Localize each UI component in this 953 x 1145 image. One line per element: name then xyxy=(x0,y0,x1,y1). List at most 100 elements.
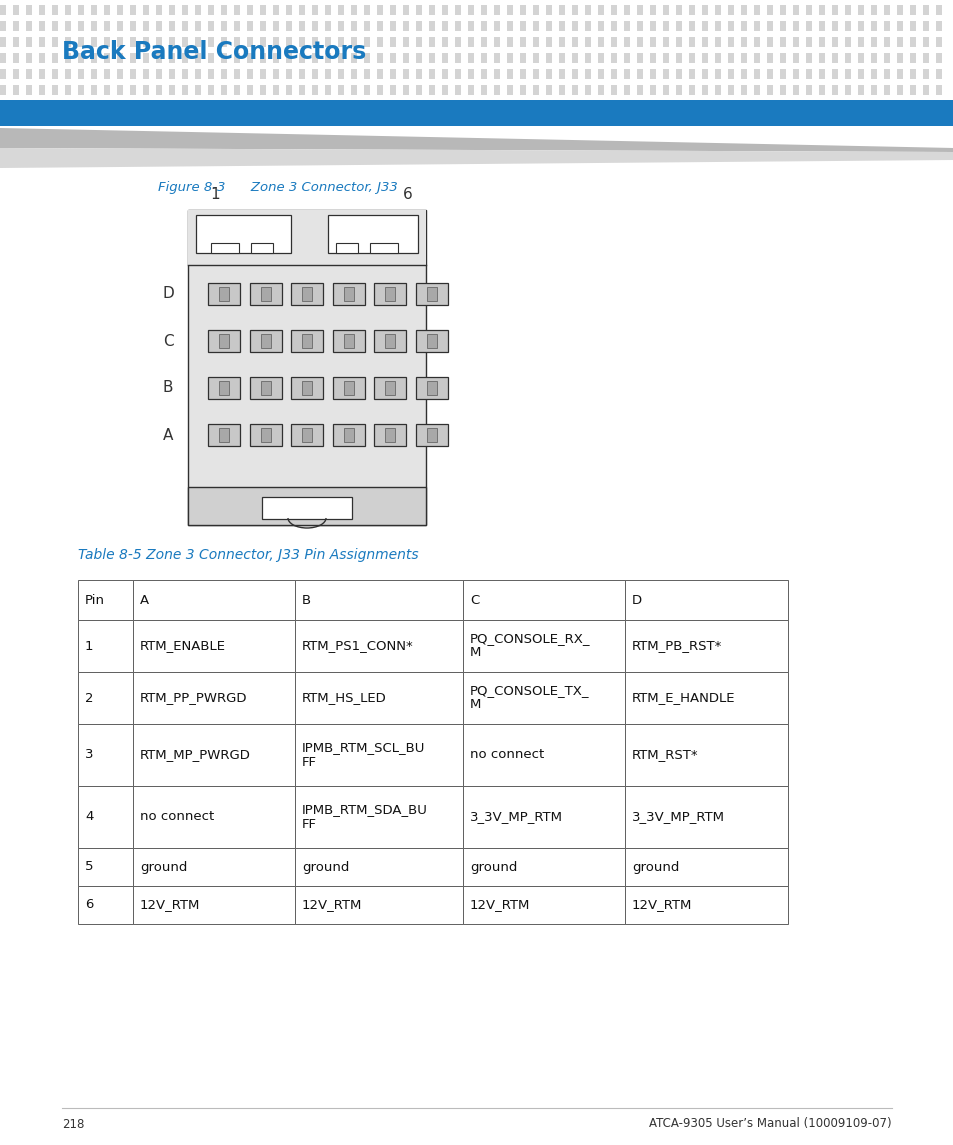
Bar xyxy=(572,21,578,31)
Bar xyxy=(337,21,344,31)
Bar xyxy=(598,5,603,15)
Bar xyxy=(753,69,760,79)
Bar xyxy=(923,37,928,47)
Bar xyxy=(143,85,149,95)
Bar xyxy=(273,69,278,79)
Bar xyxy=(188,210,426,264)
Bar xyxy=(519,21,525,31)
Bar xyxy=(132,848,294,886)
Bar xyxy=(533,5,538,15)
Bar xyxy=(805,85,811,95)
Bar xyxy=(13,53,19,63)
Bar xyxy=(298,5,305,15)
Bar xyxy=(883,21,889,31)
Bar xyxy=(572,85,578,95)
Bar xyxy=(250,377,281,398)
Bar xyxy=(753,37,760,47)
Bar xyxy=(727,5,733,15)
Bar xyxy=(78,785,132,848)
Bar xyxy=(780,85,785,95)
Bar xyxy=(325,21,331,31)
Bar xyxy=(337,5,344,15)
Bar xyxy=(480,5,486,15)
Bar xyxy=(208,85,213,95)
Bar xyxy=(688,69,695,79)
Bar xyxy=(26,69,32,79)
Bar xyxy=(545,21,552,31)
Bar xyxy=(402,85,409,95)
Bar xyxy=(208,330,240,352)
Bar xyxy=(870,21,876,31)
Text: B: B xyxy=(302,593,311,607)
Bar xyxy=(923,69,928,79)
Bar xyxy=(364,21,370,31)
Bar xyxy=(805,21,811,31)
Text: ATCA-9305 User’s Manual (10009109-07): ATCA-9305 User’s Manual (10009109-07) xyxy=(649,1118,891,1130)
Bar xyxy=(91,21,97,31)
Bar xyxy=(337,53,344,63)
Bar xyxy=(219,428,229,442)
Bar xyxy=(333,330,364,352)
Bar xyxy=(870,69,876,79)
Bar xyxy=(325,5,331,15)
Bar xyxy=(610,53,617,63)
Bar xyxy=(376,69,382,79)
Bar xyxy=(273,21,278,31)
Bar xyxy=(104,85,110,95)
Bar xyxy=(233,37,240,47)
Bar xyxy=(753,21,760,31)
Bar xyxy=(545,69,552,79)
Bar xyxy=(351,85,356,95)
Bar xyxy=(624,619,787,672)
Bar xyxy=(857,21,863,31)
Text: 3_3V_MP_RTM: 3_3V_MP_RTM xyxy=(631,811,724,823)
Bar xyxy=(233,85,240,95)
Bar xyxy=(740,69,746,79)
Bar xyxy=(462,724,624,785)
Bar xyxy=(662,85,668,95)
Bar xyxy=(194,69,201,79)
Bar xyxy=(558,85,564,95)
Bar xyxy=(298,37,305,47)
Bar xyxy=(132,886,294,924)
Bar xyxy=(385,428,395,442)
Bar xyxy=(468,69,474,79)
Bar xyxy=(455,69,460,79)
Bar xyxy=(676,37,681,47)
Bar xyxy=(233,21,240,31)
Bar xyxy=(333,424,364,447)
Bar xyxy=(623,37,629,47)
Bar xyxy=(78,886,132,924)
Bar xyxy=(221,85,227,95)
Bar xyxy=(385,334,395,348)
Bar xyxy=(649,37,656,47)
Bar xyxy=(935,5,941,15)
Bar xyxy=(844,69,850,79)
Bar xyxy=(455,53,460,63)
Bar xyxy=(208,377,240,398)
Bar xyxy=(429,5,435,15)
Bar xyxy=(831,85,837,95)
Bar xyxy=(78,619,132,672)
Bar xyxy=(676,5,681,15)
Bar xyxy=(104,37,110,47)
Bar xyxy=(351,69,356,79)
Bar xyxy=(792,53,799,63)
Bar xyxy=(208,37,213,47)
Bar xyxy=(260,69,266,79)
Bar xyxy=(740,21,746,31)
Bar xyxy=(727,69,733,79)
Bar xyxy=(343,428,354,442)
Bar xyxy=(896,53,902,63)
Text: ground: ground xyxy=(470,861,517,874)
Bar xyxy=(390,69,395,79)
Bar xyxy=(13,85,19,95)
Bar xyxy=(883,85,889,95)
Bar xyxy=(221,21,227,31)
Bar xyxy=(0,69,6,79)
Bar xyxy=(104,69,110,79)
Bar xyxy=(533,21,538,31)
Bar xyxy=(52,5,58,15)
Bar xyxy=(169,37,174,47)
Bar xyxy=(676,53,681,63)
